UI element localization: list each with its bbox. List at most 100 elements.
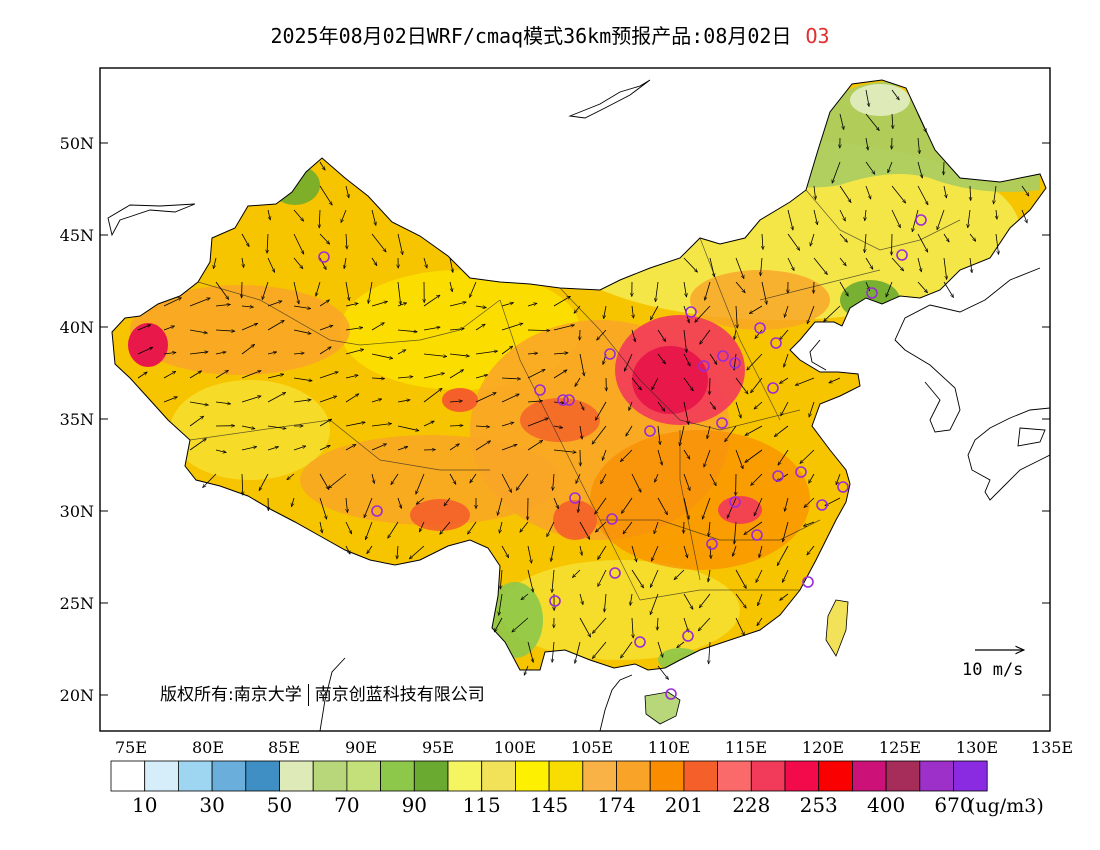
wind-arrow bbox=[242, 473, 243, 495]
wind-arrow bbox=[657, 617, 658, 630]
wind-arrow bbox=[631, 545, 637, 562]
wind-arrow bbox=[267, 392, 286, 403]
wind-arrow bbox=[527, 418, 548, 427]
wind-arrow bbox=[592, 617, 607, 633]
city-marker bbox=[706, 538, 718, 550]
wind-arrow bbox=[292, 497, 295, 507]
wind-arrow bbox=[575, 641, 581, 663]
wind-arrow bbox=[626, 425, 633, 436]
wind-arrow bbox=[943, 185, 947, 198]
wind-arrow bbox=[654, 473, 659, 482]
wind-arrow bbox=[683, 329, 687, 353]
wind-arrow bbox=[996, 209, 997, 219]
wind-arrow bbox=[267, 301, 282, 307]
city-marker bbox=[754, 322, 766, 334]
lat-label-30: 30N bbox=[60, 502, 94, 521]
wind-arrow bbox=[832, 161, 841, 183]
boundary-1 bbox=[197, 281, 501, 346]
lon-label-120: 120E bbox=[802, 738, 844, 757]
wind-arrow bbox=[891, 185, 906, 203]
wind-arrow bbox=[751, 377, 763, 393]
wind-arrow bbox=[700, 329, 711, 344]
wind-arrow bbox=[695, 305, 711, 322]
wind-arrow bbox=[631, 377, 642, 390]
wind-arrow bbox=[501, 378, 521, 379]
wind-arrow bbox=[943, 233, 949, 242]
wind-arrow bbox=[189, 371, 202, 379]
wind-arrow bbox=[189, 298, 210, 307]
wind-arrow bbox=[735, 257, 744, 279]
wind-arrow bbox=[319, 233, 330, 244]
wind-arrow bbox=[762, 233, 763, 250]
wind-arrow bbox=[891, 209, 901, 228]
wind-arrow bbox=[865, 113, 879, 131]
city-marker bbox=[772, 470, 784, 482]
colorbar-ticks: 10 30 50 70 90 115 145 174 201 228 253 400 670 bbox=[132, 793, 973, 817]
wind-arrow bbox=[782, 569, 789, 582]
wind-arrow bbox=[630, 593, 632, 606]
wind-arrow bbox=[683, 401, 689, 425]
caspian-coast bbox=[107, 203, 196, 237]
wind-arrow bbox=[527, 641, 533, 662]
hainan-island bbox=[644, 691, 681, 725]
wind-arrow bbox=[551, 545, 555, 562]
city-markers bbox=[318, 214, 927, 700]
wind-arrow bbox=[215, 401, 231, 404]
wind-arrow bbox=[745, 425, 763, 436]
wind-arrow bbox=[623, 521, 633, 534]
wind-arrow bbox=[319, 444, 330, 451]
wind-arrow bbox=[163, 352, 176, 354]
wind-arrow bbox=[753, 497, 763, 516]
colorbar-cell bbox=[346, 760, 381, 792]
wind-arrow bbox=[163, 397, 177, 403]
wind-arrow bbox=[780, 401, 789, 416]
boundary-8 bbox=[805, 189, 961, 251]
colorbar-cell bbox=[380, 760, 415, 792]
wind-arrow bbox=[579, 617, 591, 637]
wind-arrow bbox=[345, 328, 363, 331]
wind-arrow bbox=[807, 545, 815, 555]
wind-arrow bbox=[702, 497, 711, 519]
wind-arrow bbox=[580, 545, 582, 555]
yangtze-orange bbox=[590, 430, 810, 570]
lat-label-35: 35N bbox=[60, 410, 94, 429]
wind-arrow bbox=[293, 329, 311, 334]
wind-arrow bbox=[865, 233, 867, 253]
wind-arrow bbox=[501, 444, 517, 451]
wind-arrow bbox=[725, 425, 737, 442]
wind-arrow bbox=[527, 401, 543, 402]
wind-arrow bbox=[397, 447, 408, 451]
wind-arrow bbox=[780, 593, 789, 600]
wind-arrow bbox=[527, 545, 532, 563]
longitude-axis: 75E 80E 85E 90E 95E 100E 105E 110E 115E … bbox=[115, 738, 1073, 757]
wind-arrow bbox=[1021, 209, 1027, 223]
colorbar-tick-label: 400 bbox=[867, 793, 905, 817]
wind-arrow bbox=[267, 374, 284, 379]
taiwan-island bbox=[825, 599, 849, 657]
colorbar-cell bbox=[144, 760, 179, 792]
city-marker bbox=[682, 630, 694, 642]
boundary-10 bbox=[679, 430, 701, 581]
wind-arrow bbox=[501, 393, 519, 403]
wind-arrow bbox=[891, 257, 904, 271]
wind-arrow bbox=[705, 281, 711, 300]
colorbar-unit: (ug/m3) bbox=[968, 795, 1044, 817]
wind-arrow bbox=[632, 305, 634, 318]
city-marker bbox=[915, 214, 927, 226]
wind-arrow bbox=[293, 257, 303, 269]
wind-arrow bbox=[397, 425, 419, 431]
wind-arrow bbox=[397, 545, 398, 559]
wind-arrow bbox=[814, 185, 816, 200]
wind-arrow bbox=[319, 396, 337, 403]
wind-arrow bbox=[391, 473, 399, 485]
wind-arrow bbox=[497, 497, 503, 515]
wind-arrow bbox=[654, 521, 659, 534]
lon-label-85: 85E bbox=[268, 738, 300, 757]
wind-arrow bbox=[469, 281, 477, 298]
latitude-axis: 50N 45N 40N 35N 30N 25N 20N bbox=[60, 134, 1050, 705]
wind-arrow bbox=[546, 521, 555, 537]
wind-arrow bbox=[892, 113, 893, 129]
wind-arrow bbox=[293, 377, 312, 381]
wind-arrow bbox=[698, 617, 711, 631]
wind-arrow bbox=[836, 473, 841, 485]
